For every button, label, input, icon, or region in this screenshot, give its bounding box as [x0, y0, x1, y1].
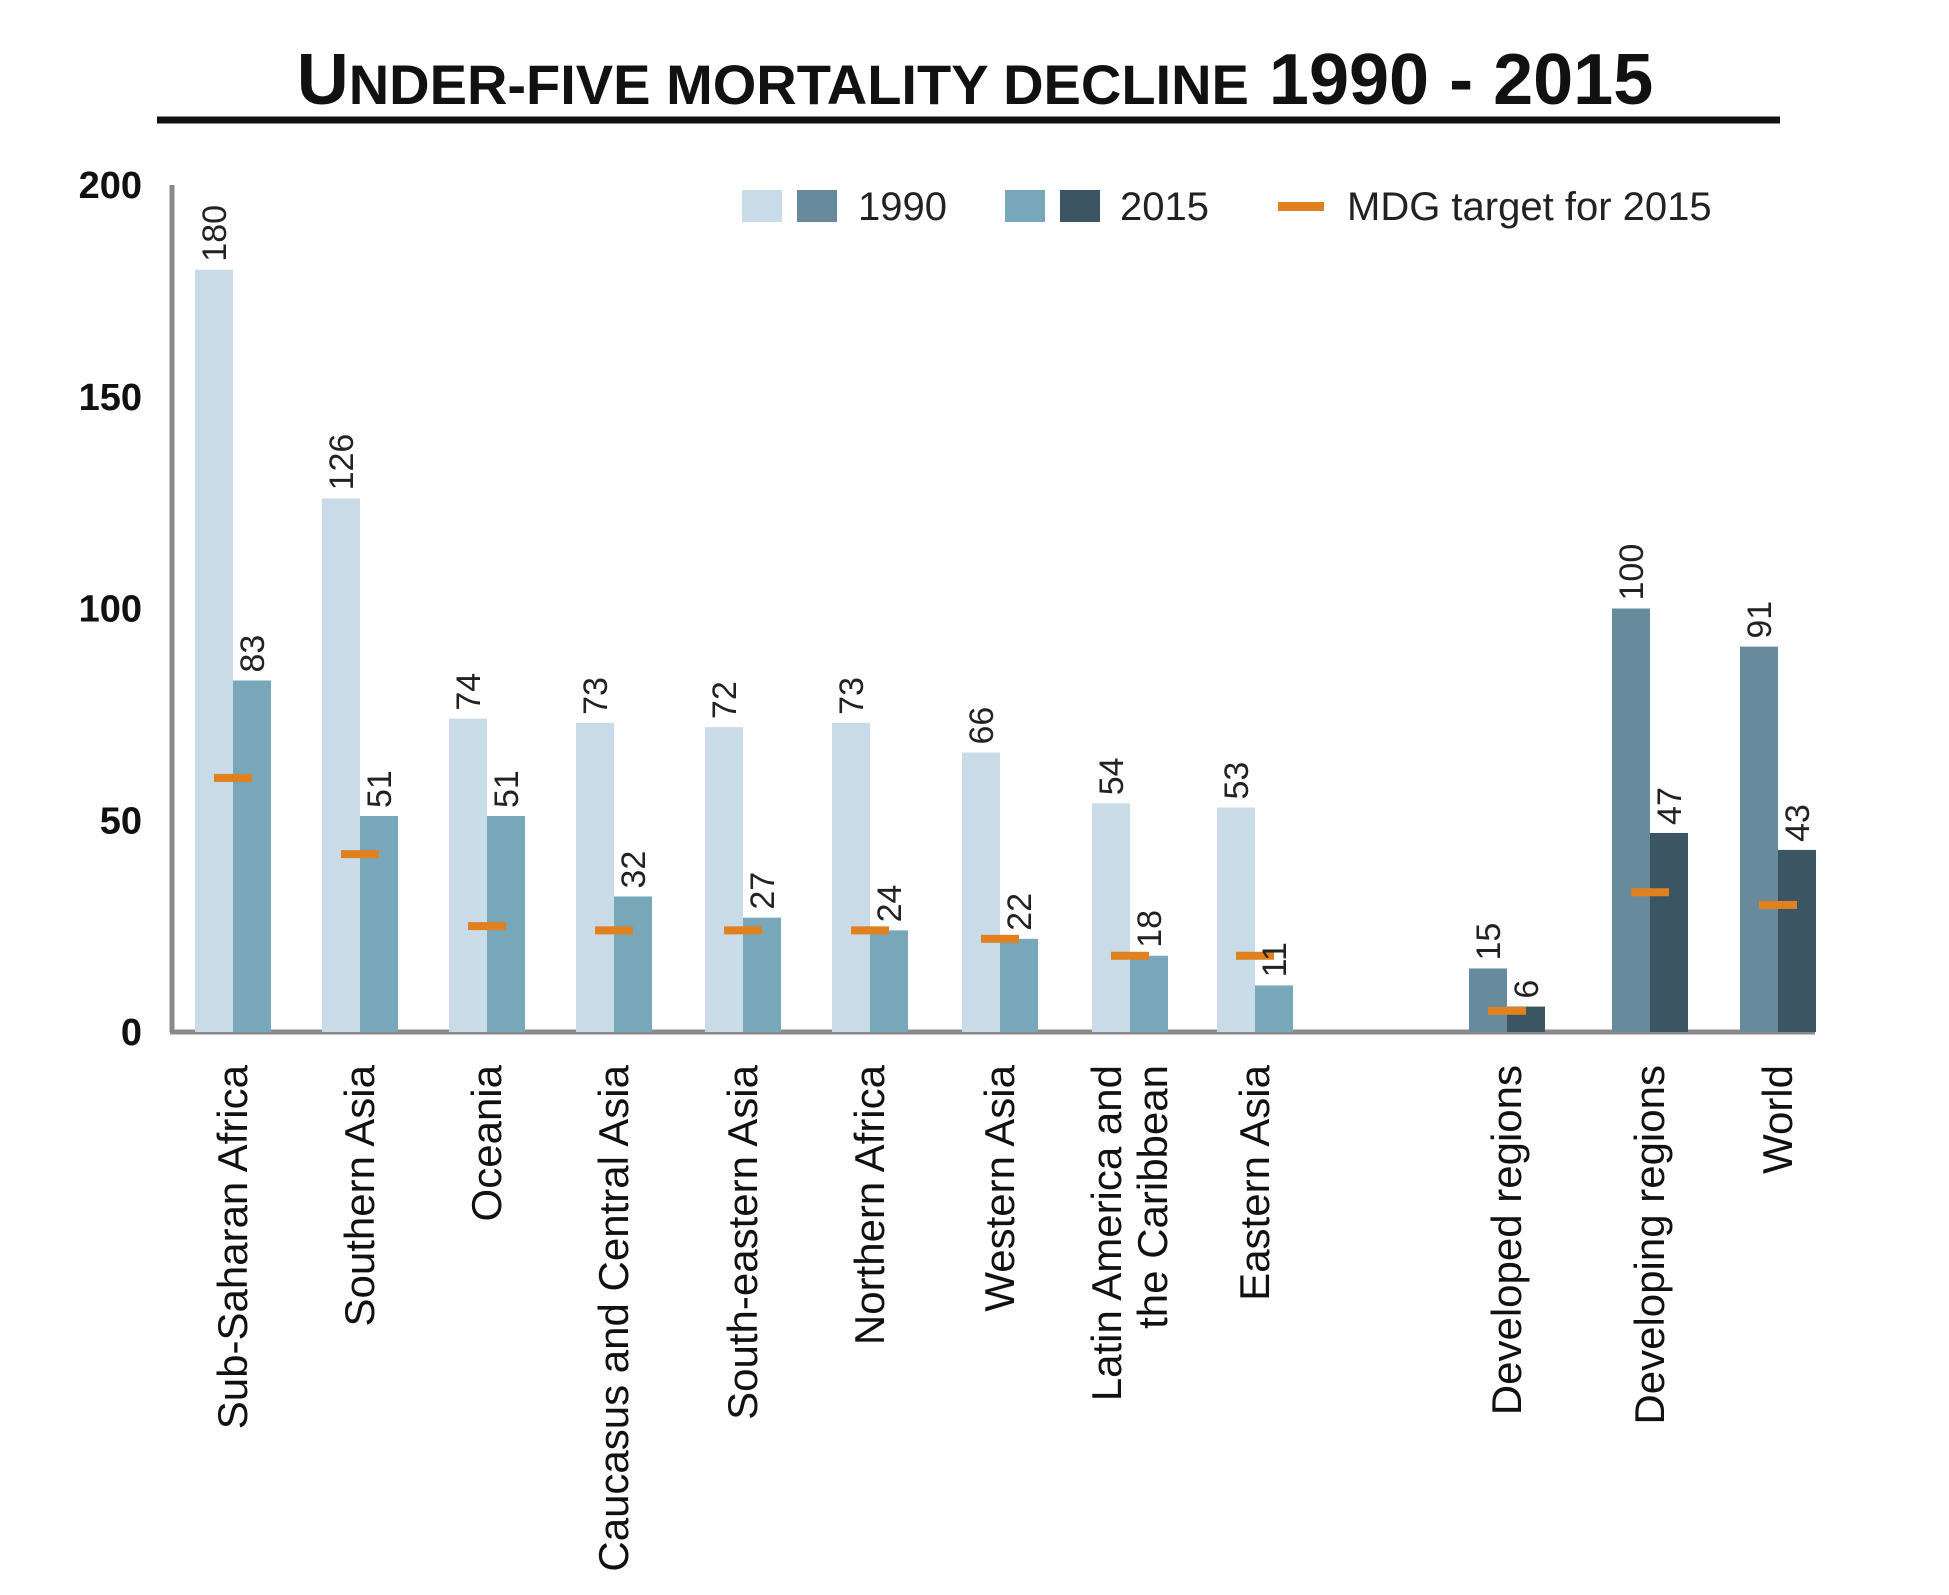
legend-swatch-target	[1278, 202, 1324, 211]
value-label-1990: 15	[1470, 923, 1508, 961]
value-label-1990: 126	[323, 434, 361, 491]
category-label: Oceania	[463, 1064, 510, 1221]
mdg-target-marker	[724, 926, 762, 935]
value-label-2015: 83	[234, 635, 272, 673]
mdg-target-marker	[341, 850, 379, 859]
value-label-1990: 53	[1218, 762, 1256, 800]
category-label: the Caribbean	[1129, 1065, 1176, 1329]
legend-label-2015: 2015	[1120, 185, 1209, 229]
value-labels: 180 83 126 51 74 51 73 32 72 27 73 24 66 22 54 18 53 11 15…	[196, 205, 1817, 999]
chart-title: UNDER-FIVE MORTALITY DECLINE 1990 - 2015	[297, 40, 1654, 120]
category-label: Developing regions	[1626, 1065, 1673, 1425]
value-label-2015: 27	[744, 872, 782, 910]
value-label-1990: 54	[1093, 757, 1131, 795]
category-label: Northern Africa	[846, 1064, 893, 1345]
bars	[195, 269, 1816, 1032]
legend-label-1990: 1990	[858, 185, 947, 229]
category-label: Sub-Saharan Africa	[209, 1064, 256, 1429]
bar-1990	[322, 498, 360, 1032]
mdg-target-marker	[1111, 951, 1149, 960]
y-tick-label: 50	[100, 800, 142, 842]
bar-2015	[1650, 832, 1688, 1032]
bar-1990	[1217, 807, 1255, 1032]
value-label-1990: 74	[450, 673, 488, 711]
y-tick-label: 100	[79, 589, 142, 631]
bar-1990	[1092, 803, 1130, 1032]
bar-2015	[1000, 938, 1038, 1032]
value-label-2015: 24	[871, 885, 909, 923]
value-label-2015: 43	[1779, 804, 1817, 842]
bar-2015	[1255, 985, 1293, 1032]
category-label: World	[1754, 1065, 1801, 1174]
value-label-2015: 6	[1508, 980, 1546, 999]
mdg-target-marker	[1759, 900, 1797, 909]
bar-2015	[233, 680, 271, 1032]
value-label-1990: 73	[833, 677, 871, 715]
mdg-target-marker	[1236, 951, 1274, 960]
category-label: Caucasus and Central Asia	[590, 1064, 637, 1571]
mdg-target-marker	[214, 773, 252, 782]
category-label: Developed regions	[1483, 1065, 1530, 1415]
bar-1990	[832, 722, 870, 1032]
category-label: Eastern Asia	[1231, 1064, 1278, 1300]
value-label-2015: 18	[1131, 910, 1169, 948]
bar-1990	[1740, 646, 1778, 1032]
bar-1990	[195, 269, 233, 1032]
y-tick-label: 150	[79, 377, 142, 419]
value-label-2015: 32	[615, 851, 653, 889]
value-label-1990: 91	[1741, 601, 1779, 639]
value-label-2015: 11	[1256, 942, 1294, 977]
target-markers	[214, 773, 1797, 1015]
bar-2015	[1130, 955, 1168, 1032]
y-tick-labels: 0 50 100 150 200	[79, 165, 142, 1054]
bar-2015	[614, 896, 652, 1032]
value-label-1990: 73	[577, 677, 615, 715]
mdg-target-marker	[981, 934, 1019, 943]
mdg-target-marker	[1631, 888, 1669, 897]
bar-1990	[576, 722, 614, 1032]
category-label: Southern Asia	[336, 1064, 383, 1326]
bar-2015	[1778, 849, 1816, 1032]
bar-1990	[705, 727, 743, 1032]
value-label-2015: 47	[1651, 787, 1689, 825]
value-label-2015: 22	[1001, 893, 1039, 931]
legend-swatch-2015-light	[1005, 190, 1045, 222]
bar-1990	[962, 752, 1000, 1032]
bar-2015	[743, 917, 781, 1032]
bar-1990	[449, 718, 487, 1032]
mdg-target-marker	[1488, 1006, 1526, 1015]
value-label-2015: 51	[361, 770, 399, 808]
category-labels: Sub-Saharan Africa Southern Asia Oceania Ca…	[209, 1064, 1801, 1571]
bar-1990	[1612, 608, 1650, 1032]
value-label-1990: 66	[963, 707, 1001, 745]
mdg-target-marker	[468, 922, 506, 931]
value-label-1990: 100	[1613, 544, 1651, 601]
legend-swatch-2015-dark	[1060, 190, 1100, 222]
bar-2015	[360, 816, 398, 1032]
value-label-1990: 180	[196, 205, 234, 262]
legend: 1990 2015 MDG target for 2015	[742, 185, 1712, 229]
mdg-target-marker	[595, 926, 633, 935]
legend-swatch-1990-light	[742, 190, 782, 222]
y-tick-label: 200	[79, 165, 142, 207]
value-label-2015: 51	[488, 770, 526, 808]
category-label: South-eastern Asia	[719, 1064, 766, 1420]
legend-swatch-1990-dark	[797, 190, 837, 222]
value-label-1990: 72	[706, 681, 744, 719]
category-label: Latin America and	[1083, 1065, 1130, 1401]
mdg-target-marker	[851, 926, 889, 935]
category-label: Western Asia	[976, 1064, 1023, 1311]
bar-2015	[870, 930, 908, 1032]
legend-label-target: MDG target for 2015	[1347, 185, 1712, 229]
y-tick-label: 0	[121, 1012, 142, 1054]
bar-1990	[1469, 968, 1507, 1032]
